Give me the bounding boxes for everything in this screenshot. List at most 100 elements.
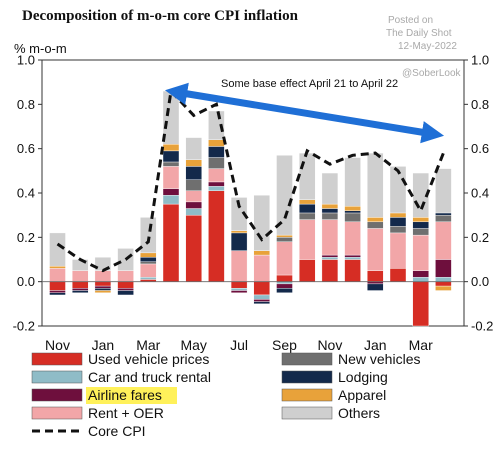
bar-segment-used-vehicle-prices bbox=[162, 203, 180, 282]
bar-segment-airline-fares bbox=[230, 290, 248, 293]
bar-segment-rent-oer bbox=[185, 190, 202, 203]
legend-swatch bbox=[281, 388, 333, 402]
bar-segment-rent-oer bbox=[299, 219, 316, 260]
bar-segment-others bbox=[253, 195, 271, 251]
bar-segment-new-vehicles bbox=[344, 212, 361, 223]
bar-segment-new-vehicles bbox=[367, 221, 384, 229]
legend-label: Car and truck rental bbox=[88, 369, 211, 385]
legend-label: Apparel bbox=[338, 387, 386, 403]
bar-segment-lodging bbox=[94, 288, 112, 291]
bar-stack-Sep-21 bbox=[276, 155, 293, 293]
bar-segment-rent-oer bbox=[389, 232, 407, 269]
bar-segment-car-and-truck-rental bbox=[140, 277, 157, 280]
legend-label: Others bbox=[338, 405, 380, 421]
bar-segment-used-vehicle-prices bbox=[412, 281, 429, 327]
legend-label: Lodging bbox=[338, 369, 388, 385]
bar-segment-airline-fares bbox=[344, 254, 361, 258]
bar-segment-apparel bbox=[253, 250, 271, 256]
bar-segment-lodging bbox=[321, 208, 339, 214]
bar-segment-lodging bbox=[71, 290, 89, 293]
bar-segment-lodging bbox=[185, 166, 202, 180]
bar-segment-others bbox=[389, 166, 407, 214]
bar-segment-lodging bbox=[299, 203, 316, 214]
bar-segment-others bbox=[435, 168, 452, 214]
legend-item-airline-fares: Airline fares bbox=[31, 387, 177, 404]
chart-title: Decomposition of m-o-m core CPI inflatio… bbox=[22, 8, 299, 24]
bar-segment-new-vehicles bbox=[162, 161, 180, 167]
bar-segment-others bbox=[367, 152, 384, 218]
bar-segment-airline-fares bbox=[117, 288, 134, 291]
legend-swatch bbox=[281, 352, 333, 366]
bar-segment-airline-fares bbox=[71, 288, 89, 291]
legend-item-apparel: Apparel bbox=[281, 387, 386, 403]
bar-stack-Jun-21 bbox=[208, 110, 225, 282]
bar-segment-used-vehicle-prices bbox=[344, 259, 361, 282]
bar-stack-Aug-21 bbox=[253, 195, 271, 305]
y-axis-right: 1.0 0.8 0.6 0.4 0.2 0.0 -0.2 bbox=[464, 53, 493, 334]
bar-segment-lodging bbox=[162, 150, 180, 163]
bar-segment-car-and-truck-rental bbox=[321, 257, 339, 260]
bar-segment-rent-oer bbox=[71, 270, 89, 282]
bar-segment-new-vehicles bbox=[185, 179, 202, 191]
bar-segment-lodging bbox=[140, 257, 157, 262]
bar-segment-others bbox=[299, 152, 316, 200]
bar-segment-apparel bbox=[230, 230, 248, 234]
bar-segment-airline-fares bbox=[253, 299, 271, 302]
bar-segment-new-vehicles bbox=[140, 261, 157, 265]
legend-highlight bbox=[86, 387, 177, 404]
bar-segment-used-vehicle-prices bbox=[435, 281, 452, 287]
bar-stack-Mar-21 bbox=[140, 217, 157, 282]
legend-label: Rent + OER bbox=[88, 405, 164, 421]
bar-segment-airline-fares bbox=[185, 201, 202, 209]
legend-item-used-vehicle-prices: Used vehicle prices bbox=[31, 351, 209, 367]
x-tick-label: Jul bbox=[230, 337, 248, 353]
bar-segment-apparel bbox=[321, 203, 339, 209]
bar-segment-lodging bbox=[367, 283, 384, 291]
base-effect-annotation: Some base effect April 21 to April 22 bbox=[221, 78, 398, 90]
y-tick-label-left: 0.8 bbox=[17, 97, 35, 112]
bar-segment-lodging bbox=[276, 288, 293, 293]
legend-item-new-vehicles: New vehicles bbox=[281, 351, 420, 367]
x-tick-label: May bbox=[180, 337, 206, 353]
bar-segment-rent-oer bbox=[321, 219, 339, 256]
bar-segment-rent-oer bbox=[412, 234, 429, 271]
bar-segment-rent-oer bbox=[117, 270, 134, 282]
bar-segment-new-vehicles bbox=[389, 226, 407, 234]
y-tick-label-left: 0.2 bbox=[17, 230, 35, 245]
y-tick-label-left: 0.6 bbox=[17, 141, 35, 156]
bar-segment-used-vehicle-prices bbox=[389, 268, 407, 282]
x-tick-label: Mar bbox=[409, 337, 433, 353]
bar-segment-airline-fares bbox=[94, 285, 112, 289]
bar-stack-Apr-21 bbox=[162, 90, 180, 282]
bar-segment-used-vehicle-prices bbox=[276, 274, 293, 282]
bar-segment-airline-fares bbox=[276, 283, 293, 289]
bar-segment-apparel bbox=[299, 199, 316, 205]
bar-segment-rent-oer bbox=[162, 166, 180, 189]
bar-stack-Nov-21 bbox=[321, 172, 339, 282]
bar-segment-apparel bbox=[367, 217, 384, 223]
bar-segment-others bbox=[321, 172, 339, 205]
bar-segment-apparel bbox=[140, 252, 157, 258]
y-tick-label-right: 0.2 bbox=[471, 230, 489, 245]
bar-segment-car-and-truck-rental bbox=[253, 294, 271, 300]
bar-segment-lodging bbox=[253, 301, 271, 305]
bar-segment-apparel bbox=[185, 159, 202, 167]
legend-label: New vehicles bbox=[338, 351, 420, 367]
bar-segment-airline-fares bbox=[162, 188, 180, 196]
legend-item-others: Others bbox=[281, 405, 380, 421]
legend: Used vehicle prices Car and truck rental A… bbox=[31, 351, 420, 439]
legend-label: Core CPI bbox=[88, 423, 146, 439]
bar-segment-airline-fares bbox=[435, 259, 452, 278]
bar-stack-May-21 bbox=[185, 137, 202, 282]
bar-segment-lodging bbox=[344, 210, 361, 214]
legend-swatch bbox=[281, 370, 333, 384]
bar-segment-rent-oer bbox=[208, 168, 225, 183]
bar-stack-Jul-21 bbox=[230, 197, 248, 293]
bar-segment-others bbox=[230, 197, 248, 231]
bar-stack-Feb-22 bbox=[389, 166, 407, 282]
core-cpi-line bbox=[56, 87, 445, 273]
bar-segment-used-vehicle-prices bbox=[367, 270, 384, 282]
bar-segment-rent-oer bbox=[140, 263, 157, 278]
bar-stack-Apr-22 bbox=[435, 168, 452, 291]
